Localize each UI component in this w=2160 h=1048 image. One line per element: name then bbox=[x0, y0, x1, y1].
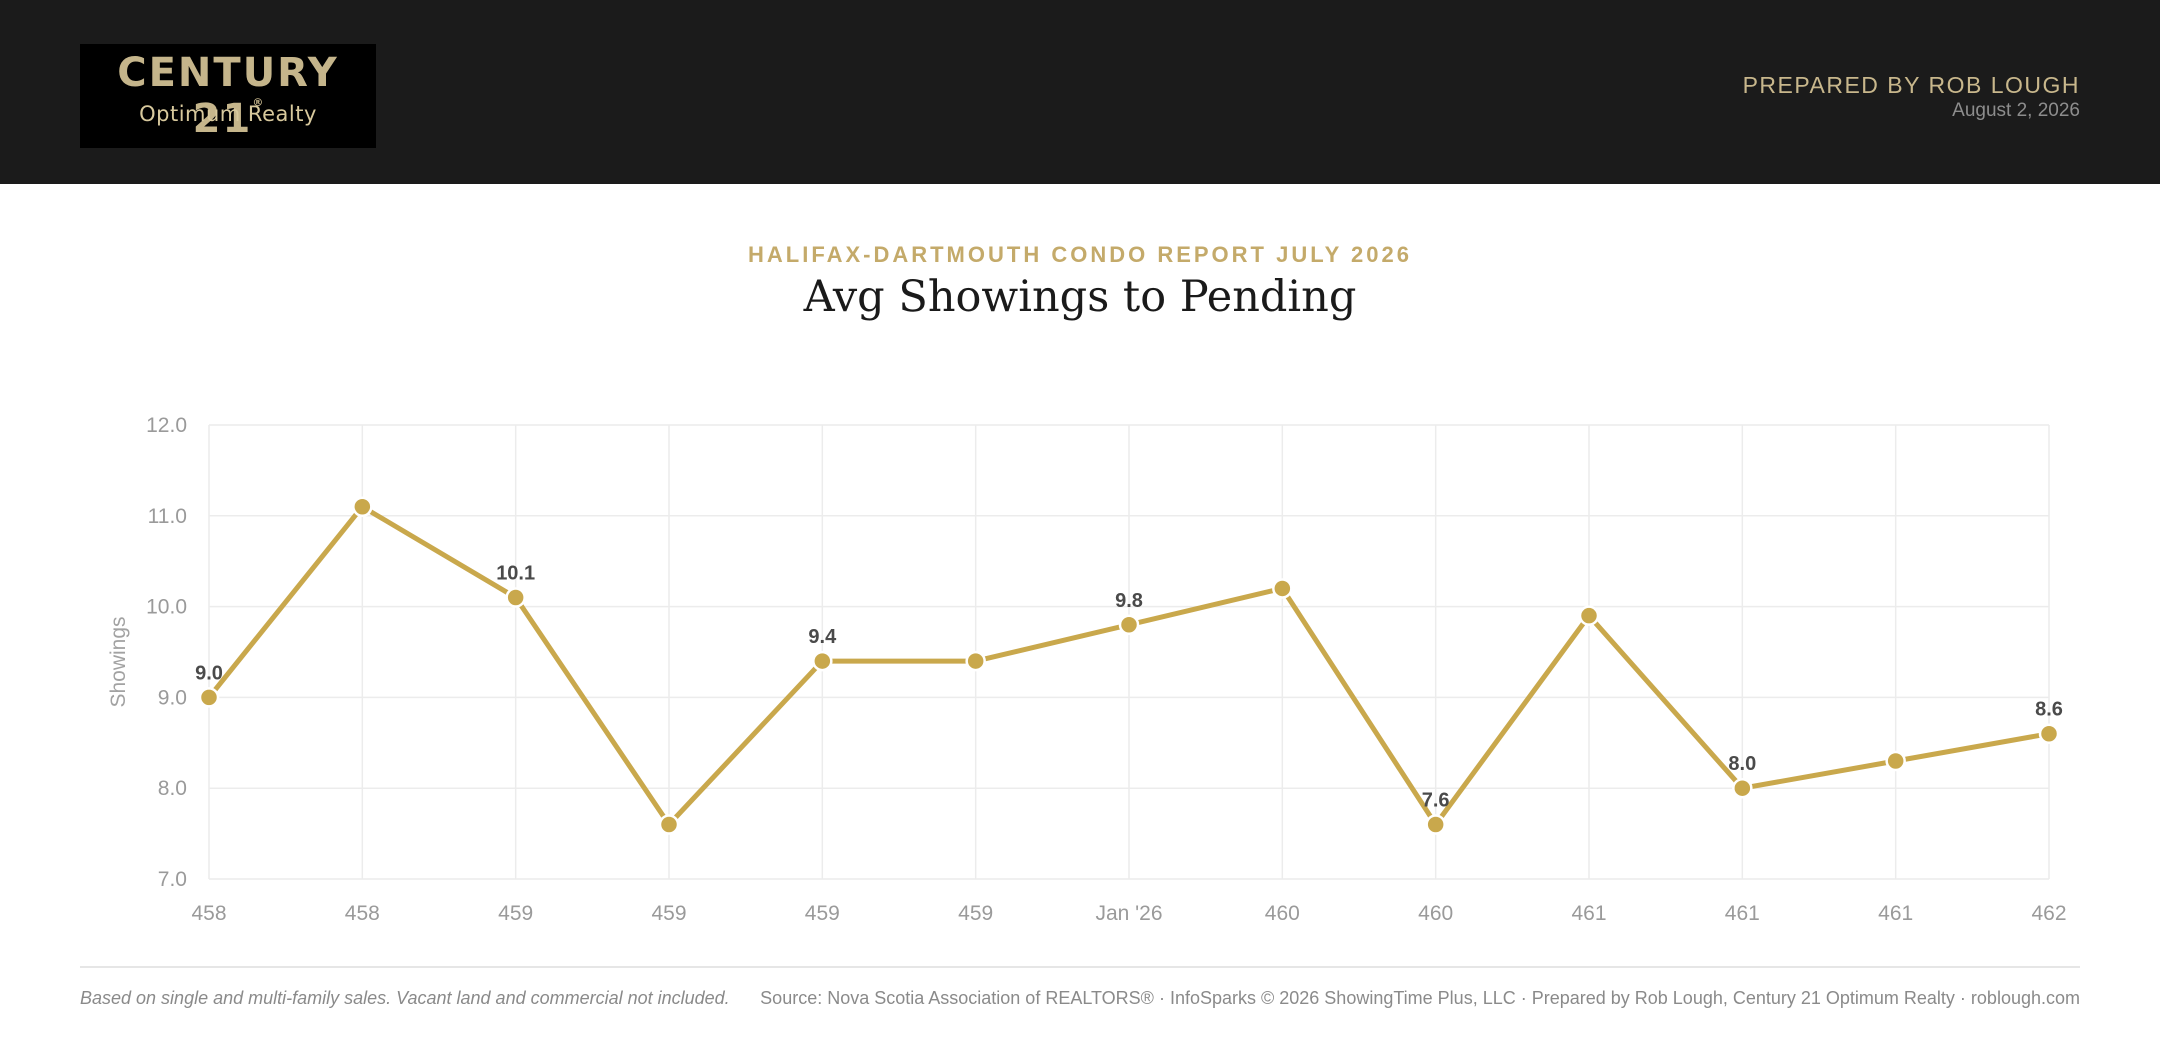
data-point bbox=[1272, 578, 1293, 599]
y-axis-label: Showings bbox=[107, 616, 130, 707]
report-date: August 2, 2026 bbox=[1952, 100, 2080, 121]
footer-note: Based on single and multi-family sales. … bbox=[80, 988, 730, 1008]
data-label: 9.0 bbox=[195, 662, 223, 684]
line-chart: 7.0 8.0 9.0 10.0 11.0 12.0 458 458 459 459 459 459… bbox=[107, 414, 2067, 925]
logo-registered-mark: ® bbox=[252, 96, 264, 109]
y-tick-label: 10.0 bbox=[146, 596, 187, 619]
data-point bbox=[505, 587, 526, 608]
x-tick-label: 459 bbox=[498, 902, 533, 925]
footer-source: Source: Nova Scotia Association of REALT… bbox=[760, 988, 2080, 1008]
data-labels: 9.0 10.1 9.4 9.8 7.6 8.0 8.6 bbox=[195, 563, 2063, 812]
y-tick-label: 8.0 bbox=[158, 777, 187, 800]
x-tick-label: 459 bbox=[805, 902, 840, 925]
data-point bbox=[1578, 605, 1600, 626]
y-axis-ticks: 7.0 8.0 9.0 10.0 11.0 12.0 bbox=[146, 414, 187, 891]
data-points bbox=[198, 496, 2060, 835]
x-tick-label: 459 bbox=[958, 902, 993, 925]
data-label: 7.6 bbox=[1422, 790, 1450, 812]
data-point bbox=[1118, 614, 1140, 636]
data-label: 9.4 bbox=[808, 626, 837, 648]
x-tick-label: 458 bbox=[345, 902, 380, 925]
report-subtitle: HALIFAX-DARTMOUTH CONDO REPORT JULY 2026 bbox=[748, 242, 1412, 267]
footer-divider bbox=[80, 966, 2080, 968]
x-axis-ticks: 458 458 459 459 459 459 Jan '26 460 460 461 461 461… bbox=[191, 902, 2066, 925]
x-tick-label: 460 bbox=[1265, 902, 1300, 925]
data-label: 8.6 bbox=[2035, 699, 2063, 721]
report-header: CENTURY 21® Optimum Realty PREPARED BY R… bbox=[0, 0, 2160, 184]
data-point bbox=[1732, 777, 1753, 799]
data-point bbox=[2038, 723, 2060, 744]
prepared-by: PREPARED BY ROB LOUGH bbox=[1742, 72, 2080, 98]
x-tick-label: 461 bbox=[1571, 902, 1606, 925]
x-tick-label: 460 bbox=[1418, 902, 1453, 925]
data-point bbox=[965, 650, 986, 672]
y-tick-label: 7.0 bbox=[158, 868, 187, 891]
y-tick-label: 12.0 bbox=[146, 414, 187, 437]
y-tick-label: 11.0 bbox=[148, 505, 187, 528]
x-tick-label: 462 bbox=[2031, 902, 2066, 925]
x-tick-label: 459 bbox=[651, 902, 686, 925]
data-point bbox=[1425, 814, 1446, 835]
logo-office: Optimum Realty bbox=[139, 102, 317, 126]
data-point bbox=[198, 687, 220, 708]
data-label: 10.1 bbox=[496, 563, 535, 585]
data-point bbox=[658, 814, 680, 835]
data-point bbox=[812, 650, 833, 672]
chart-title: Avg Showings to Pending bbox=[803, 272, 1357, 322]
x-tick-label: 458 bbox=[191, 902, 226, 925]
century21-logo: CENTURY 21® Optimum Realty bbox=[80, 44, 376, 148]
x-tick-label: Jan '26 bbox=[1095, 902, 1162, 925]
x-tick-label: 461 bbox=[1878, 902, 1913, 925]
chart-grid bbox=[208, 424, 2050, 880]
x-tick-label: 461 bbox=[1725, 902, 1760, 925]
logo-brand: CENTURY 21® bbox=[117, 50, 339, 142]
data-point bbox=[1885, 750, 1906, 772]
data-label: 8.0 bbox=[1728, 753, 1756, 775]
data-point bbox=[352, 496, 373, 517]
y-tick-label: 9.0 bbox=[158, 686, 187, 709]
data-label: 9.8 bbox=[1115, 590, 1143, 612]
